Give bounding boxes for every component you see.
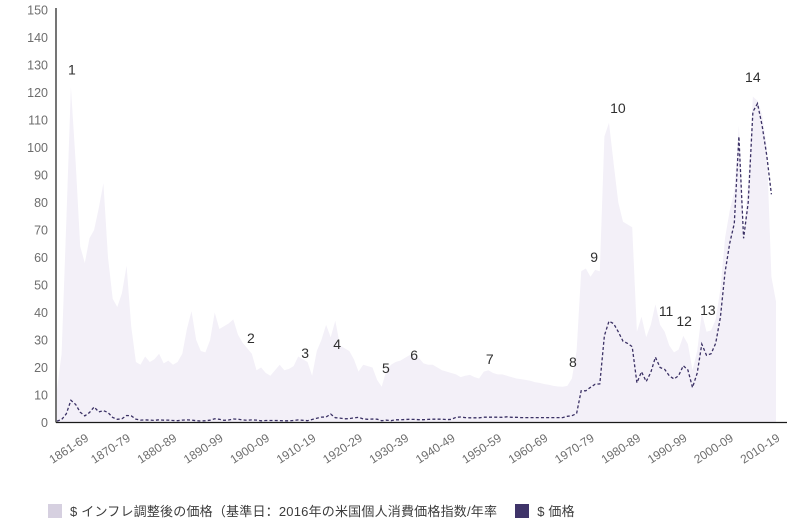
legend-item-adjusted-price: $ インフレ調整後の価格（基準日：2016年の米国個人消費価格指数/年率 xyxy=(48,501,497,520)
annotation-number-6: 6 xyxy=(410,347,418,363)
x-axis-tick-label: 1870-79 xyxy=(88,431,133,467)
x-axis-tick-label: 1890-99 xyxy=(181,431,226,467)
chart-canvas: 0102030405060708090100110120130140150186… xyxy=(27,4,787,467)
y-axis-tick-label: 80 xyxy=(34,196,48,210)
x-axis-tick-label: 1940-49 xyxy=(413,431,458,467)
y-axis-tick-label: 40 xyxy=(34,306,48,320)
x-axis-tick-label: 2000-09 xyxy=(691,431,736,467)
x-axis-tick-label: 1880-89 xyxy=(135,431,180,467)
y-axis-tick-label: 70 xyxy=(34,224,48,238)
annotation-number-3: 3 xyxy=(301,345,309,361)
x-axis-tick-label: 1900-09 xyxy=(227,431,272,467)
annotation-number-10: 10 xyxy=(610,100,626,116)
x-axis-tick-label: 1910-19 xyxy=(274,431,319,467)
x-axis-tick-label: 1930-39 xyxy=(367,431,412,467)
annotation-number-5: 5 xyxy=(382,360,390,376)
y-axis-tick-label: 50 xyxy=(34,279,48,293)
y-axis-tick-label: 130 xyxy=(27,59,48,73)
legend-item-nominal-price: $ 価格 xyxy=(515,501,575,520)
y-axis-tick-label: 100 xyxy=(27,141,48,155)
x-axis-tick-label: 1920-29 xyxy=(320,431,365,467)
y-axis-tick-label: 20 xyxy=(34,361,48,375)
y-axis-tick-label: 150 xyxy=(27,4,48,18)
y-axis-tick-label: 90 xyxy=(34,169,48,183)
x-axis-tick-label: 1980-89 xyxy=(599,431,644,467)
annotation-number-12: 12 xyxy=(676,313,692,329)
adjusted-price-swatch-icon xyxy=(48,503,62,518)
annotation-number-11: 11 xyxy=(659,303,674,319)
x-axis-tick-label: 1990-99 xyxy=(645,431,690,467)
y-axis-tick-label: 120 xyxy=(27,86,48,100)
y-axis-tick-label: 110 xyxy=(28,114,48,128)
x-axis-tick-label: 2010-19 xyxy=(738,431,783,467)
y-axis-tick-label: 10 xyxy=(34,389,48,403)
x-axis-tick-label: 1960-69 xyxy=(506,431,551,467)
annotation-number-13: 13 xyxy=(700,302,716,318)
nominal-price-line-series xyxy=(56,101,773,422)
adjusted-price-area-series xyxy=(57,87,776,423)
x-axis-tick-label: 1970-79 xyxy=(552,431,597,467)
y-axis-tick-label: 30 xyxy=(34,334,48,348)
legend-label-adjusted-price: $ インフレ調整後の価格（基準日：2016年の米国個人消費価格指数/年率 xyxy=(70,504,498,519)
annotation-number-7: 7 xyxy=(486,351,494,367)
price-chart: 0 10 20 30 40 50 60 70 80 90 100 110 120 130 140 150 186… xyxy=(27,4,787,467)
chart-legend: $ インフレ調整後の価格（基準日：2016年の米国個人消費価格指数/年率 $ 価… xyxy=(48,501,575,520)
annotation-number-9: 9 xyxy=(590,249,598,265)
annotation-number-2: 2 xyxy=(247,330,255,346)
x-axis-tick-label: 1950-59 xyxy=(459,431,504,467)
nominal-price-swatch-icon xyxy=(515,503,530,518)
y-axis-tick-label: 0 xyxy=(41,416,48,430)
annotation-number-1: 1 xyxy=(68,62,76,78)
x-axis-tick-label: 1861-69 xyxy=(47,431,92,467)
annotation-number-4: 4 xyxy=(333,336,341,352)
y-axis-tick-label: 60 xyxy=(34,251,48,265)
y-axis-tick-label: 140 xyxy=(27,31,48,45)
legend-label-nominal-price: $ 価格 xyxy=(537,504,575,519)
annotation-number-14: 14 xyxy=(745,69,761,85)
annotation-number-8: 8 xyxy=(569,354,577,370)
